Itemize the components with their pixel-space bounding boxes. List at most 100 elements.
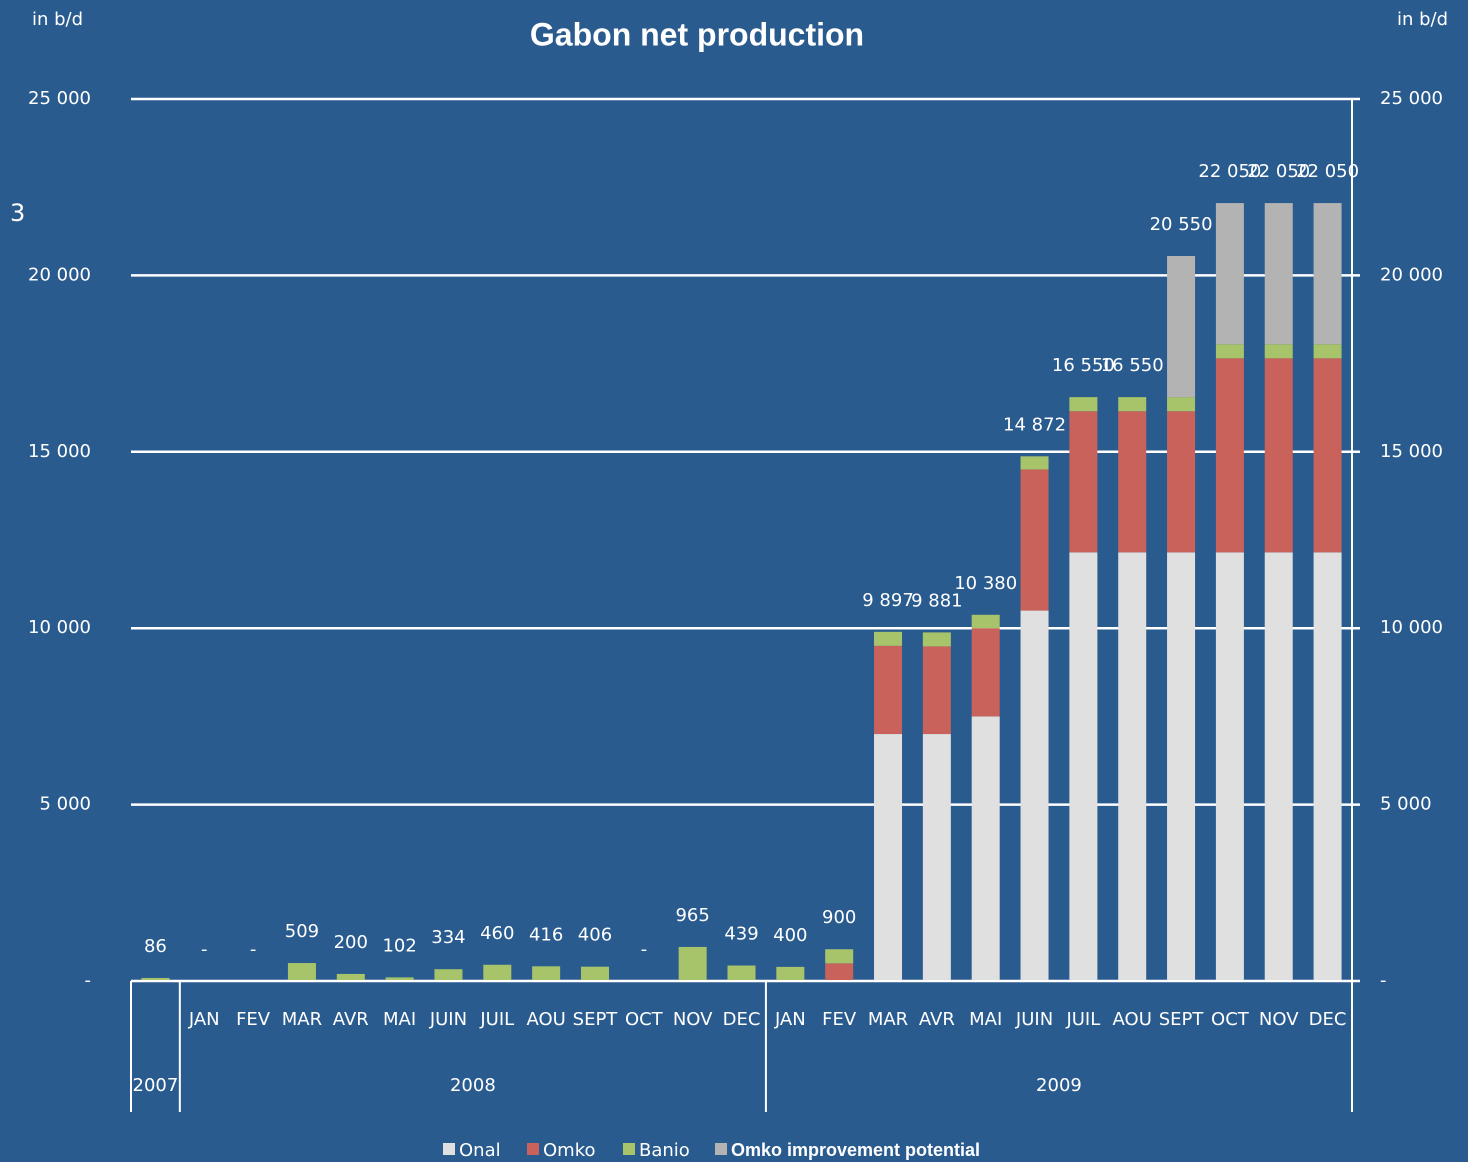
bar-segment	[727, 965, 756, 981]
y-tick-label: -	[85, 970, 92, 991]
total-label: 439	[724, 924, 758, 945]
legend-swatch	[623, 1143, 635, 1155]
y2-tick-label: 25 000	[1380, 88, 1443, 109]
bar-segment	[1020, 456, 1049, 470]
x-tick-label: AOU	[526, 1009, 565, 1030]
bar-segment	[1020, 610, 1049, 981]
x-tick-label: FEV	[236, 1009, 271, 1030]
legend-label: Omko improvement potential	[731, 1140, 980, 1160]
bar-segment	[922, 646, 951, 735]
bar-segment	[678, 946, 707, 981]
bar-segment	[141, 977, 170, 981]
total-label: 200	[334, 932, 368, 953]
bar-segment	[874, 631, 903, 646]
x-tick-label: SEPT	[573, 1009, 619, 1030]
y-tick-label: 20 000	[28, 264, 91, 285]
bar-segment	[1167, 411, 1196, 553]
y-tick-label: 15 000	[28, 441, 91, 462]
bar-segment	[874, 734, 903, 981]
total-label: 9 881	[911, 590, 963, 611]
x-tick-label: NOV	[1259, 1009, 1299, 1030]
bar-segment	[580, 966, 609, 981]
x-tick-label: MAI	[969, 1009, 1002, 1030]
total-label: 16 550	[1052, 355, 1115, 376]
bar-segment	[1167, 255, 1196, 398]
year-label: 2009	[1036, 1075, 1082, 1096]
bar-segment	[874, 645, 903, 735]
bar-segment	[1264, 552, 1293, 981]
total-label: 20 550	[1150, 214, 1213, 235]
total-label: 416	[529, 924, 563, 945]
x-tick-label: OCT	[1211, 1009, 1250, 1030]
bar-segment	[1069, 411, 1098, 553]
total-label: 22 050	[1296, 161, 1359, 182]
bar-segment	[825, 963, 854, 981]
y2-axis-label: in b/d	[1397, 9, 1448, 30]
bar-segment	[1215, 203, 1244, 345]
total-label: 400	[773, 925, 807, 946]
legend-label: Omko	[543, 1140, 596, 1161]
total-label: 16 550	[1101, 355, 1164, 376]
bar-segment	[1313, 344, 1342, 359]
y2-tick-label: -	[1380, 970, 1387, 991]
bar-segment	[385, 977, 414, 981]
total-label: -	[250, 939, 257, 960]
page-number: 3	[10, 199, 25, 227]
x-tick-label: JAN	[188, 1009, 220, 1030]
total-label: 10 380	[954, 573, 1017, 594]
bar-segment	[1313, 358, 1342, 553]
bar-segment	[1069, 552, 1098, 981]
x-tick-label: DEC	[723, 1009, 761, 1030]
x-tick-label: NOV	[673, 1009, 713, 1030]
legend-label: Banio	[639, 1140, 690, 1161]
y2-tick-label: 15 000	[1380, 441, 1443, 462]
bar-segment	[1167, 552, 1196, 981]
bar-segment	[1118, 397, 1147, 412]
y-tick-label: 5 000	[39, 794, 91, 815]
total-label: -	[201, 939, 208, 960]
x-tick-label: AOU	[1113, 1009, 1152, 1030]
total-label: 334	[431, 927, 465, 948]
total-label: 22 050	[1247, 161, 1310, 182]
x-tick-label: JUIN	[429, 1009, 467, 1030]
bar-segment	[1069, 397, 1098, 412]
year-label: 2008	[450, 1075, 496, 1096]
bar-segment	[1313, 203, 1342, 345]
x-tick-label: JUIL	[479, 1009, 514, 1030]
x-tick-label: MAI	[383, 1009, 416, 1030]
x-tick-label: MAR	[282, 1009, 322, 1030]
total-label: 406	[578, 925, 612, 946]
bar-segment	[1215, 358, 1244, 553]
total-label: 86	[144, 936, 167, 957]
legend-swatch	[715, 1143, 727, 1155]
total-label: 22 050	[1198, 161, 1261, 182]
bar-segment	[825, 949, 854, 964]
bar-segment	[971, 716, 1000, 981]
bar-segment	[434, 969, 463, 981]
bar-segment	[1264, 203, 1293, 345]
legend-swatch	[443, 1143, 455, 1155]
bar-segment	[1215, 552, 1244, 981]
bar-segment	[336, 973, 365, 981]
total-label: 9 897	[862, 590, 914, 611]
bar-segment	[922, 632, 951, 647]
bar-segment	[532, 966, 561, 981]
x-tick-label: MAR	[868, 1009, 908, 1030]
x-tick-label: JUIL	[1065, 1009, 1100, 1030]
bar-segment	[1215, 344, 1244, 359]
y-axis-label: in b/d	[32, 9, 83, 30]
x-tick-label: DEC	[1309, 1009, 1347, 1030]
total-label: 102	[382, 935, 416, 956]
x-tick-label: JUIN	[1015, 1009, 1053, 1030]
x-tick-label: FEV	[822, 1009, 857, 1030]
x-tick-label: JAN	[774, 1009, 806, 1030]
bar-segment	[287, 963, 316, 981]
legend-swatch	[527, 1143, 539, 1155]
x-tick-label: AVR	[919, 1009, 955, 1030]
total-label: -	[641, 939, 648, 960]
y2-tick-label: 20 000	[1380, 264, 1443, 285]
bar-segment	[1167, 397, 1196, 412]
bar-segment	[1118, 552, 1147, 981]
